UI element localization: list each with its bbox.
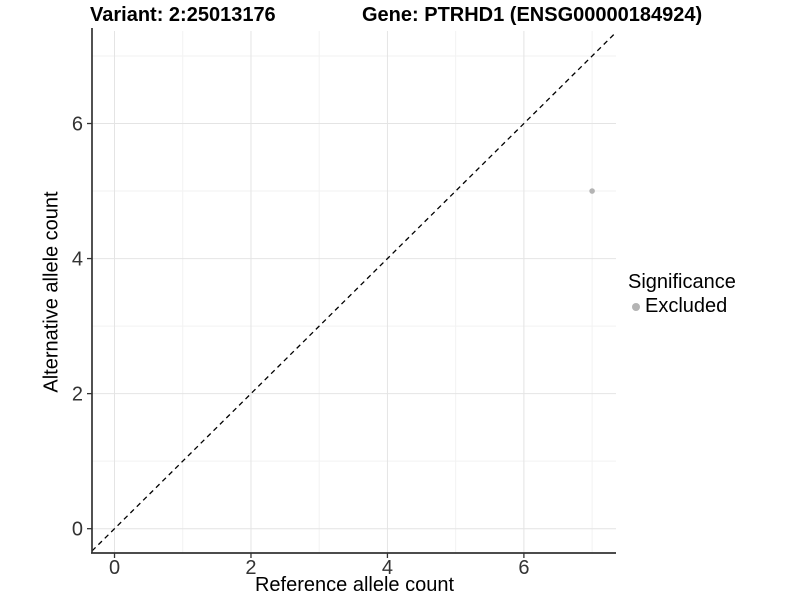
y-tick-label: 2	[72, 384, 83, 406]
y-tick-label: 0	[72, 519, 83, 541]
gene-title: Gene: PTRHD1 (ENSG00000184924)	[362, 4, 703, 26]
x-axis-title: Reference allele count	[254, 574, 454, 596]
excluded-point-icon	[632, 302, 640, 311]
legend-item-excluded: Excluded	[632, 295, 736, 318]
y-tick-label: 4	[72, 249, 83, 271]
legend: Significance Excluded	[628, 271, 736, 318]
x-tick-label: 6	[518, 557, 529, 579]
legend-item-label: Excluded	[645, 295, 728, 317]
data-point	[589, 188, 595, 194]
x-tick-label: 2	[245, 557, 256, 579]
x-tick-label: 4	[382, 557, 393, 579]
variant-title: Variant: 2:25013176	[90, 4, 276, 26]
identity-dashed-line	[91, 31, 617, 552]
legend-title: Significance	[628, 271, 736, 293]
x-tick-label: 0	[109, 557, 120, 579]
y-axis-title-text: Alternative allele count	[40, 191, 63, 393]
y-tick-label: 6	[72, 114, 83, 136]
